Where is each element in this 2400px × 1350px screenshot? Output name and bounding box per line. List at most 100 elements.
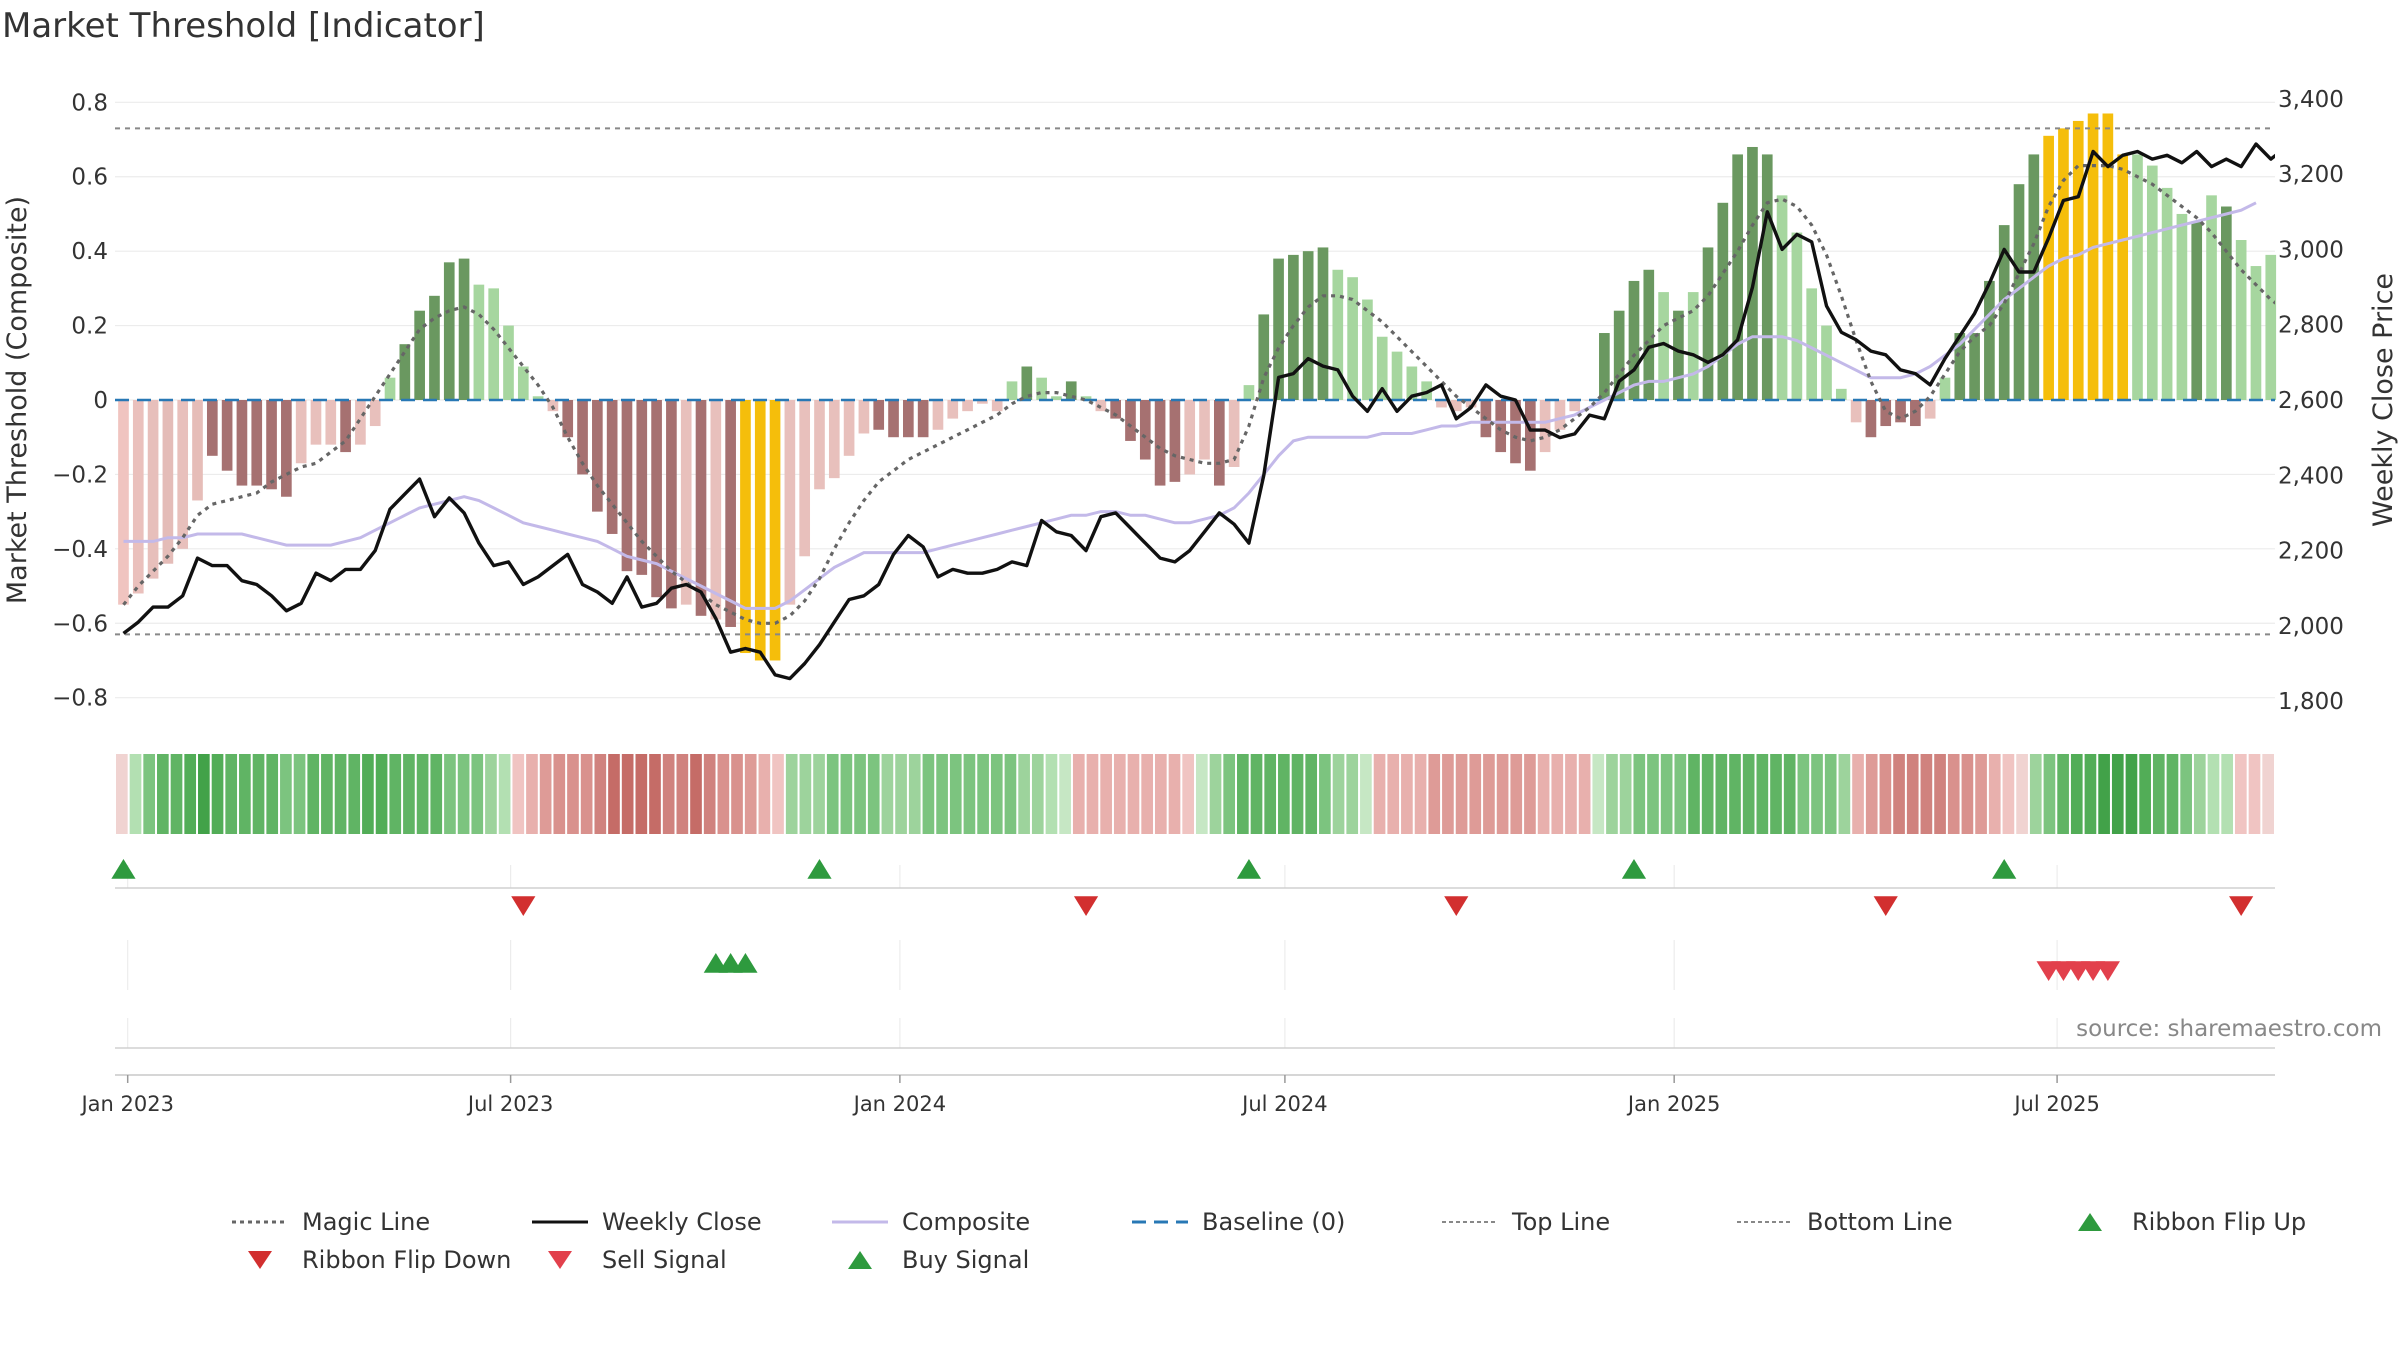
left-tick-label: 0.4 [71,239,108,265]
legend-label: Sell Signal [602,1246,727,1274]
ribbon-cell [1373,754,1386,834]
composite-bar [2221,206,2232,400]
legend-swatch [232,1220,288,1224]
ribbon-cell [2016,754,2028,834]
ribbon-cell [1455,754,1468,834]
composite-bar [651,400,662,598]
ribbon-cell [813,754,825,834]
composite-bar [1347,277,1358,400]
composite-bar [2132,154,2143,400]
ribbon-cell [1182,754,1194,834]
composite-bar [843,400,855,456]
right-tick-label: 2,800 [2278,313,2344,339]
ribbon-cell [854,754,866,834]
composite-bar [1910,400,1921,427]
legend-label: Composite [902,1208,1031,1236]
ribbon-cell [539,754,552,834]
legend-swatch [548,1251,572,1269]
ribbon-cell [608,754,620,834]
left-tick-label: −0.6 [52,611,108,637]
ribbon-cell [1865,754,1878,834]
composite-bar [177,400,189,549]
composite-bar [1406,366,1418,400]
composite-bar [1139,400,1151,460]
composite-bar [1569,400,1581,412]
ribbon-cell [1332,754,1345,834]
ribbon-cell [2221,754,2233,834]
composite-bar [1051,396,1062,400]
legend-item: Composite [830,1205,1030,1239]
legend-label: Weekly Close [602,1208,762,1236]
ribbon-cell [389,754,402,834]
composite-bar [784,400,796,605]
composite-bar [828,400,840,479]
ribbon-cell [2111,754,2124,834]
right-tick-label: 2,000 [2278,614,2344,640]
composite-bar [1125,400,1136,441]
ribbon-cell [1660,754,1673,834]
legend-label: Ribbon Flip Down [302,1246,512,1274]
ribbon-cell [334,754,347,834]
ribbon-cell [1879,754,1892,834]
composite-bar [1095,400,1107,412]
composite-bar [1184,400,1196,475]
composite-bar [769,400,781,661]
composite-bar [1080,396,1092,400]
ribbon-cell [2234,754,2247,834]
composite-bar [1317,247,1329,400]
ribbon-flip-up-marker [1236,859,1262,879]
left-axis-title: Market Threshold (Composite) [2,196,33,604]
ribbon-cell [1551,754,1564,834]
ribbon-cell [1346,754,1359,834]
legend-swatch [1737,1221,1793,1223]
ribbon-cell [1237,754,1249,834]
axes: 0.8 0.6 0.4 0.2 0 −0.2 −0.4 −0.6 −0.8 3,400 3,200 3… [2,87,2399,1116]
ribbon-cell [1059,754,1071,834]
composite-bar [1273,258,1284,400]
ribbon-cell [444,754,456,834]
composite-bar [2072,120,2084,400]
x-tick-label: Jan 2023 [79,1092,174,1116]
composite-bar [1939,377,1951,400]
source-note: source: sharemaestro.com [2076,1016,2382,1042]
ribbon-cell [1045,754,1058,834]
composite-bar [725,400,736,627]
composite-bar [858,400,870,434]
ribbon-cell [567,754,579,834]
ribbon-cell [1920,754,1933,834]
composite-bar [680,400,692,605]
composite-bar [1998,225,2010,400]
ribbon-cell [1893,754,1905,834]
composite-bar [384,377,396,400]
composite-bar [473,284,485,400]
composite-bar [710,400,722,620]
ribbon-cell [498,754,511,834]
left-tick-label: −0.2 [52,462,108,488]
composite-bar [1258,314,1270,400]
composite-bar [2250,266,2262,400]
composite-bar [1761,154,1773,400]
ribbon-cell [375,754,388,834]
ribbon-cell [635,754,648,834]
ribbon-cell [553,754,566,834]
composite-bar [281,400,292,497]
composite-bar [1362,299,1373,400]
legend-label: Magic Line [302,1208,431,1236]
ribbon-cell [990,754,1003,834]
ribbon-cell [170,754,183,834]
ribbon-cell [280,754,292,834]
legend-swatch [848,1251,872,1269]
ribbon-strip [116,754,2274,834]
weekly-close-line [122,142,2275,681]
ribbon-cell [1113,754,1126,834]
ribbon-cell [1619,754,1632,834]
ribbon-cell [1578,754,1591,834]
right-tick-label: 2,600 [2278,388,2344,414]
ribbon-cell [1906,754,1919,834]
composite-bar [1199,400,1210,460]
composite-bar [1673,310,1684,400]
composite-bar [1850,400,1862,423]
ribbon-cell [1688,754,1700,834]
ribbon-cell [403,754,415,834]
